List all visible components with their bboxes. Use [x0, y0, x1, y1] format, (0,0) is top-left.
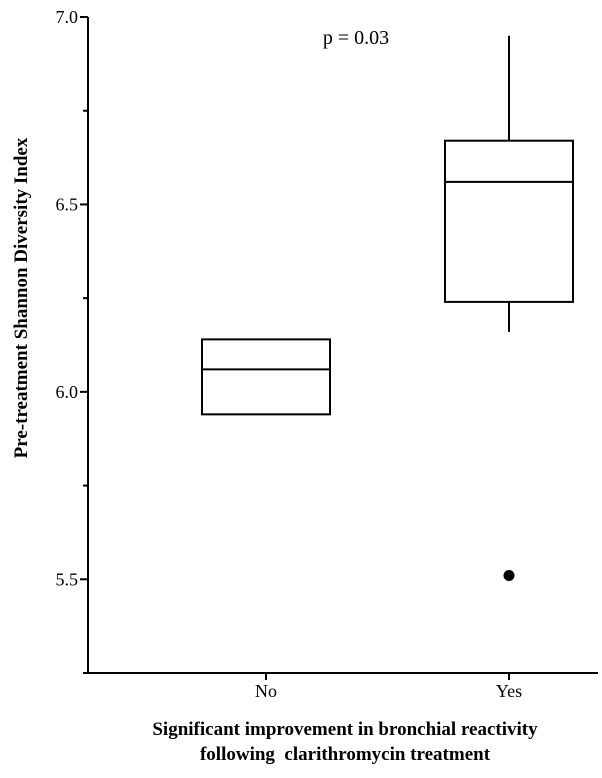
y-tick-label-6.5: 6.5 [56, 194, 79, 214]
x-tick-label-yes: Yes [496, 681, 522, 701]
y-tick-label-5.5: 5.5 [56, 569, 79, 589]
box-yes [444, 139, 574, 303]
y-ticks: 5.5 6.0 6.5 7.0 [56, 7, 510, 680]
y-axis-title: Pre-treatment Shannon Diversity Index [11, 137, 32, 458]
boxes [201, 35, 574, 582]
axes [87, 17, 598, 674]
x-axis-title-line-1: Significant improvement in bronchial rea… [152, 719, 538, 740]
box-no [201, 338, 331, 416]
y-tick-label-6: 6.0 [56, 382, 79, 402]
p-value-annotation: p = 0.03 [323, 27, 389, 49]
x-axis-title-line-2: following clarithromycin treatment [200, 744, 491, 765]
x-tick-label-no: No [255, 681, 277, 701]
y-tick-label-7: 7.0 [56, 7, 79, 27]
outlier-point-yes [503, 570, 515, 582]
labels: No Yes [255, 681, 522, 701]
